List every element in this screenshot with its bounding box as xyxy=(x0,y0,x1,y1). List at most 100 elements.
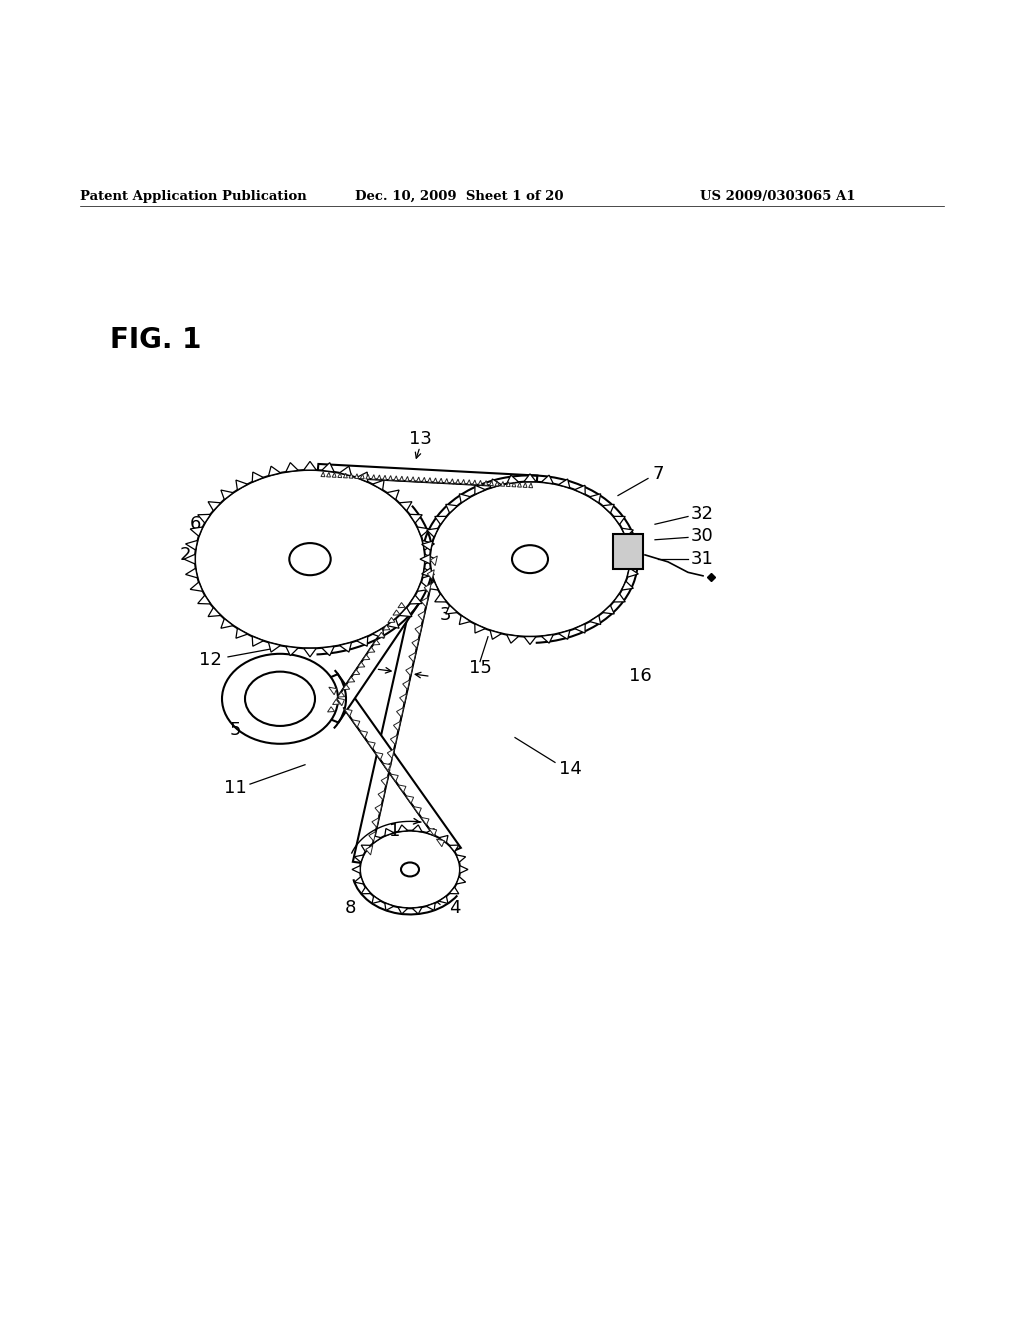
Polygon shape xyxy=(415,624,422,635)
Polygon shape xyxy=(456,479,460,484)
Polygon shape xyxy=(507,635,519,643)
Polygon shape xyxy=(409,652,416,663)
Polygon shape xyxy=(304,648,316,657)
Polygon shape xyxy=(190,582,203,591)
Polygon shape xyxy=(372,817,379,828)
Polygon shape xyxy=(321,473,325,477)
Polygon shape xyxy=(435,594,446,602)
Polygon shape xyxy=(383,763,390,771)
Text: FIG. 1: FIG. 1 xyxy=(110,326,202,355)
Polygon shape xyxy=(523,483,527,487)
Polygon shape xyxy=(558,630,570,639)
Polygon shape xyxy=(628,568,638,577)
Polygon shape xyxy=(411,477,415,482)
Polygon shape xyxy=(185,540,198,550)
Polygon shape xyxy=(501,482,505,486)
Text: 4: 4 xyxy=(450,899,461,917)
Polygon shape xyxy=(368,742,375,748)
Polygon shape xyxy=(388,475,392,480)
Polygon shape xyxy=(378,791,385,800)
Polygon shape xyxy=(417,477,420,482)
Polygon shape xyxy=(366,474,370,479)
Polygon shape xyxy=(252,473,263,482)
Polygon shape xyxy=(328,706,335,711)
Polygon shape xyxy=(414,807,421,814)
Polygon shape xyxy=(381,776,388,785)
Polygon shape xyxy=(430,556,437,565)
Polygon shape xyxy=(506,482,510,487)
Polygon shape xyxy=(268,466,281,477)
Polygon shape xyxy=(375,752,383,760)
Polygon shape xyxy=(322,647,334,656)
Polygon shape xyxy=(221,490,233,500)
Text: 7: 7 xyxy=(652,465,664,483)
Polygon shape xyxy=(396,708,403,717)
Ellipse shape xyxy=(360,830,460,908)
Polygon shape xyxy=(348,677,354,682)
Polygon shape xyxy=(460,494,470,503)
Polygon shape xyxy=(337,698,344,706)
Polygon shape xyxy=(420,554,430,564)
Polygon shape xyxy=(412,639,419,648)
Polygon shape xyxy=(366,845,373,855)
Polygon shape xyxy=(362,655,370,660)
Text: 11: 11 xyxy=(223,779,247,797)
Polygon shape xyxy=(369,832,376,841)
Polygon shape xyxy=(252,636,263,647)
Polygon shape xyxy=(357,663,365,668)
Polygon shape xyxy=(286,462,298,473)
Polygon shape xyxy=(472,480,476,484)
Polygon shape xyxy=(410,515,422,523)
Text: 5: 5 xyxy=(229,721,241,739)
Ellipse shape xyxy=(430,482,630,636)
Polygon shape xyxy=(457,855,466,862)
Polygon shape xyxy=(628,541,638,550)
Polygon shape xyxy=(417,582,430,591)
Polygon shape xyxy=(426,903,435,911)
Polygon shape xyxy=(428,478,431,482)
Polygon shape xyxy=(429,828,436,836)
Polygon shape xyxy=(412,907,422,913)
Polygon shape xyxy=(360,474,365,479)
Polygon shape xyxy=(425,554,436,564)
Polygon shape xyxy=(412,825,422,832)
Text: 6: 6 xyxy=(189,515,201,533)
Polygon shape xyxy=(460,615,470,624)
Polygon shape xyxy=(372,836,381,843)
Polygon shape xyxy=(221,619,233,628)
Polygon shape xyxy=(622,528,634,537)
Polygon shape xyxy=(613,516,626,524)
Polygon shape xyxy=(325,598,419,722)
Polygon shape xyxy=(427,581,438,590)
Polygon shape xyxy=(208,502,221,511)
Polygon shape xyxy=(450,887,459,894)
Polygon shape xyxy=(495,482,499,486)
Polygon shape xyxy=(424,583,431,593)
Polygon shape xyxy=(356,636,368,647)
FancyBboxPatch shape xyxy=(613,533,643,569)
Text: 30: 30 xyxy=(690,527,714,545)
Polygon shape xyxy=(602,504,614,513)
Text: Dec. 10, 2009  Sheet 1 of 20: Dec. 10, 2009 Sheet 1 of 20 xyxy=(355,190,563,202)
Polygon shape xyxy=(490,479,502,488)
Polygon shape xyxy=(388,618,395,623)
Polygon shape xyxy=(426,829,435,836)
Polygon shape xyxy=(524,474,537,482)
Text: 16: 16 xyxy=(629,667,651,685)
Polygon shape xyxy=(361,887,371,894)
Polygon shape xyxy=(190,527,203,536)
Polygon shape xyxy=(444,479,449,483)
Polygon shape xyxy=(327,473,331,477)
Polygon shape xyxy=(387,748,394,759)
Polygon shape xyxy=(236,480,248,490)
Polygon shape xyxy=(185,568,198,578)
Polygon shape xyxy=(349,474,353,478)
Text: Patent Application Publication: Patent Application Publication xyxy=(80,190,307,202)
Polygon shape xyxy=(427,528,438,537)
Polygon shape xyxy=(324,675,461,854)
Polygon shape xyxy=(439,478,442,483)
Polygon shape xyxy=(517,482,521,487)
Polygon shape xyxy=(356,473,368,482)
Polygon shape xyxy=(602,606,614,614)
Polygon shape xyxy=(475,486,485,495)
